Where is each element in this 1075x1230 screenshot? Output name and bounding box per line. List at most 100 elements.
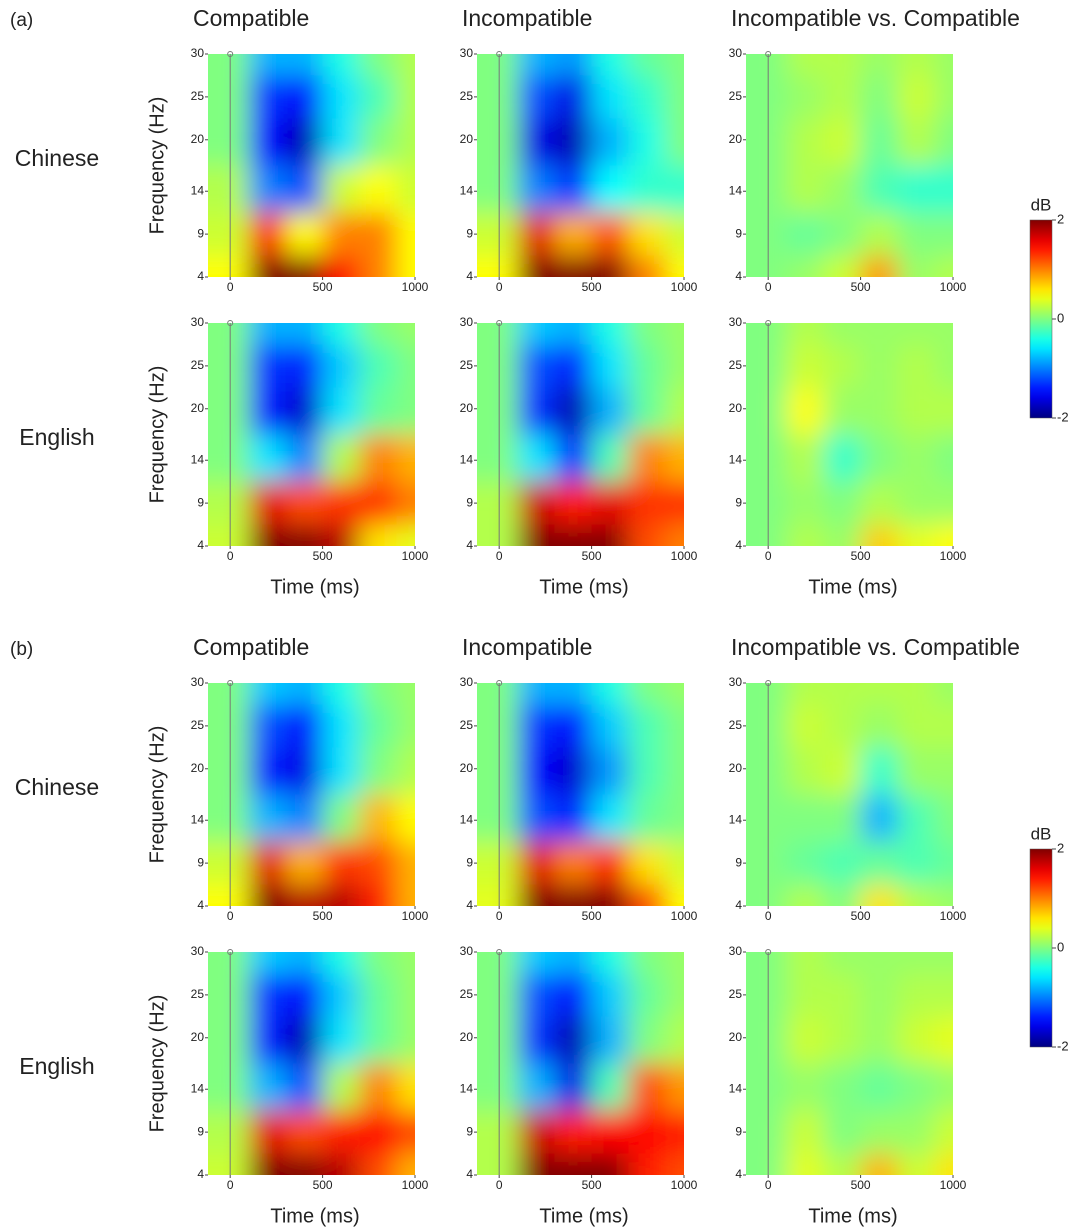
y-axis-label: Frequency (Hz) [146, 366, 168, 504]
heatmap-cell [629, 387, 666, 434]
heatmap-cell [935, 75, 993, 118]
heatmap-cell [360, 75, 397, 118]
heatmap-cell [898, 912, 935, 973]
heatmap-cell [168, 256, 249, 317]
heatmap-cell [518, 482, 555, 525]
column-title: Incompatible [462, 634, 592, 660]
heatmap-cell [935, 482, 993, 525]
heatmap-cell [437, 1016, 518, 1063]
heatmap-cell [555, 1064, 592, 1111]
heatmap-cell [323, 75, 360, 118]
heatmap-cell [706, 118, 787, 165]
heatmap-cells [168, 912, 455, 1215]
heatmap-cell [706, 912, 787, 973]
colorbar-tick-label: -2 [1057, 409, 1069, 424]
y-tick-label: 4 [197, 898, 204, 912]
x-tick-label: 500 [851, 549, 871, 563]
heatmap-cell [935, 166, 993, 213]
heatmap-cell [787, 435, 824, 482]
heatmap-cell [168, 704, 249, 747]
heatmap-cell [898, 256, 935, 317]
heatmap-cell [518, 1111, 555, 1154]
x-tick-label: 0 [227, 909, 234, 923]
heatmap-cell [861, 166, 898, 213]
heatmap-cell [518, 1064, 555, 1111]
heatmap-cell [249, 344, 286, 387]
heatmap-cells [706, 14, 993, 317]
heatmap-cell [360, 973, 397, 1016]
heatmap-cell [518, 387, 555, 434]
x-tick-label: 0 [496, 1178, 503, 1192]
x-tick-label: 500 [851, 1178, 871, 1192]
heatmap-cell [437, 912, 518, 973]
heatmap-cell [898, 747, 935, 794]
heatmap-cell [360, 1064, 397, 1111]
heatmap-panel [437, 912, 724, 1215]
heatmap-cell [168, 973, 249, 1016]
y-tick-label: 14 [729, 812, 743, 826]
x-tick-label: 500 [582, 549, 602, 563]
heatmap-cell [397, 166, 455, 213]
heatmap-cell [787, 1016, 824, 1063]
heatmap-cell [898, 973, 935, 1016]
heatmap-cell [787, 75, 824, 118]
heatmap-cell [592, 75, 629, 118]
colorbar-tick-label: 2 [1057, 211, 1064, 226]
heatmap-cell [555, 842, 592, 885]
heatmap-cell [286, 213, 323, 256]
y-tick-label: 25 [460, 718, 474, 732]
heatmap-cell [629, 795, 666, 842]
colorbar-label: dB [1031, 195, 1052, 214]
x-tick-label: 500 [582, 280, 602, 294]
heatmap-cell [824, 1111, 861, 1154]
heatmap-cells [168, 283, 455, 586]
heatmap-cell [861, 795, 898, 842]
heatmap-cell [437, 795, 518, 842]
heatmap-cell [518, 795, 555, 842]
heatmap-cell [437, 1111, 518, 1154]
heatmap-cell [629, 525, 666, 586]
x-axis-label: Time (ms) [270, 576, 359, 598]
heatmap-cell [397, 75, 455, 118]
heatmap-cell [360, 795, 397, 842]
heatmap-cell [592, 1016, 629, 1063]
heatmap-cell [629, 1016, 666, 1063]
x-axis-label: Time (ms) [270, 1205, 359, 1227]
y-axis-label: Frequency (Hz) [146, 726, 168, 864]
heatmap-cell [898, 387, 935, 434]
y-tick-label: 9 [735, 855, 742, 869]
heatmap-cell [397, 704, 455, 747]
row-label: English [19, 1053, 94, 1079]
heatmap-cell [168, 795, 249, 842]
heatmap-cell [168, 482, 249, 525]
x-axis-label: Time (ms) [539, 576, 628, 598]
heatmap-cell [323, 842, 360, 885]
y-axis-label: Frequency (Hz) [146, 995, 168, 1133]
heatmap-cell [249, 387, 286, 434]
heatmap-cell [518, 75, 555, 118]
colorbar-tick-label: 2 [1057, 840, 1064, 855]
x-tick-label: 0 [496, 280, 503, 294]
heatmap-cell [861, 1016, 898, 1063]
heatmap-cell [437, 118, 518, 165]
heatmap-cell [592, 747, 629, 794]
y-tick-label: 20 [191, 1030, 205, 1044]
heatmap-cell [168, 912, 249, 973]
heatmap-cell [629, 283, 666, 344]
heatmap-cell [437, 973, 518, 1016]
y-tick-label: 4 [735, 898, 742, 912]
heatmap-cell [323, 1111, 360, 1154]
heatmap-cell [437, 435, 518, 482]
heatmap-cell [323, 435, 360, 482]
heatmap-cell [360, 213, 397, 256]
y-tick-label: 14 [191, 812, 205, 826]
y-tick-label: 30 [729, 46, 743, 60]
heatmap-cell [518, 885, 555, 946]
heatmap-cell [898, 525, 935, 586]
heatmap-cell [555, 75, 592, 118]
y-tick-label: 25 [460, 89, 474, 103]
heatmap-cell [666, 387, 724, 434]
heatmap-cell [518, 973, 555, 1016]
heatmap-cell [437, 1154, 518, 1215]
x-tick-label: 500 [313, 909, 333, 923]
